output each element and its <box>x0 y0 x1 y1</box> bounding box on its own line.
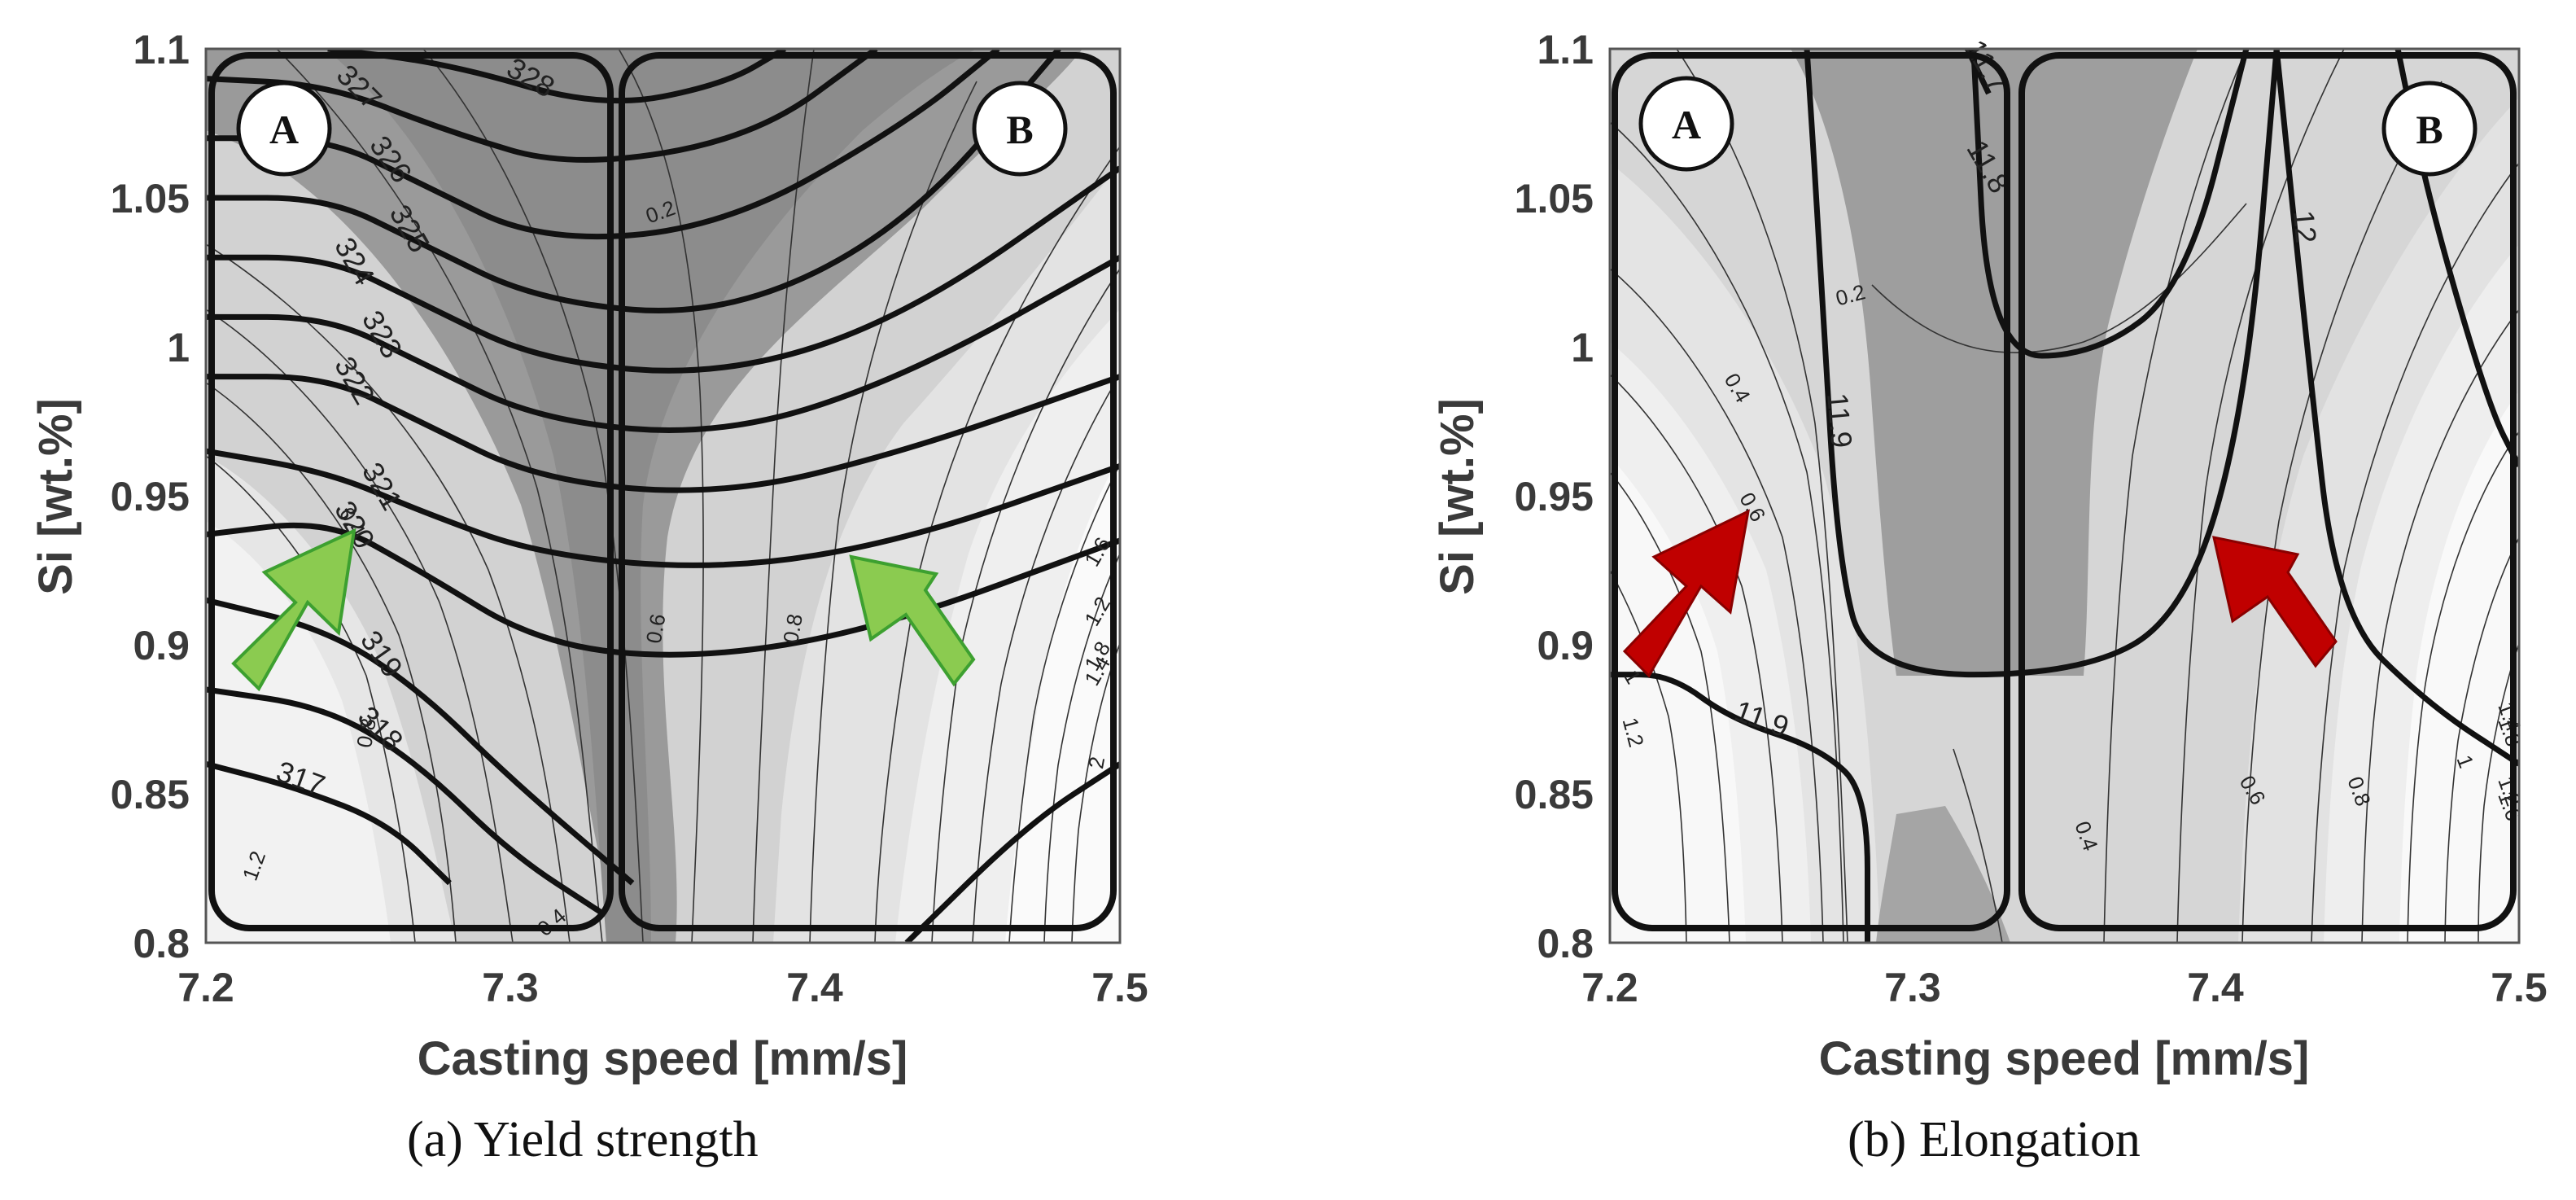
region-b-box <box>2018 52 2517 931</box>
region-a-box <box>208 52 614 931</box>
thick-contour-line <box>206 255 1120 433</box>
x-tick: 7.2 <box>1581 965 1638 1010</box>
x-tick: 7.3 <box>482 965 539 1010</box>
region-b-marker <box>972 81 1068 177</box>
x-tick: 7.4 <box>786 965 843 1010</box>
x-axis-label-a: Casting speed [mm/s] <box>418 1032 908 1085</box>
y-tick: 0.95 <box>1515 474 1594 519</box>
y-tick: 1.05 <box>111 176 190 221</box>
x-tick: 7.5 <box>1091 965 1148 1010</box>
thick-contours-a <box>206 49 1120 943</box>
thin-contour-label: 0.8 <box>352 716 381 750</box>
caption-b: (b) Elongation <box>1848 1112 2141 1167</box>
thin-contour-label: 0.6 <box>641 612 671 646</box>
thick-contour-line <box>1970 49 2250 359</box>
region-a-label: A <box>1672 102 1701 147</box>
y-tick: 1.1 <box>1537 27 1594 72</box>
region-a-marker <box>1638 76 1734 172</box>
thick-contour-line <box>1804 49 2280 678</box>
x-ticks-a: 7.2 7.3 7.4 7.5 <box>177 965 1148 1010</box>
region-b-label: B <box>1006 107 1033 152</box>
thick-contour-line <box>2394 49 2519 467</box>
region-a-label: A <box>269 107 299 152</box>
thick-contour-line <box>206 686 604 916</box>
y-tick: 0.95 <box>111 474 190 519</box>
thick-contour-line <box>206 49 878 163</box>
y-tick: 1.05 <box>1515 176 1594 221</box>
contour-label: 11.9 <box>1821 392 1859 449</box>
region-b-box <box>619 52 1117 931</box>
plot-frame-a <box>204 47 1122 944</box>
y-tick: 1.1 <box>133 27 190 72</box>
caption-a: (a) Yield strength <box>407 1112 759 1167</box>
y-tick: 0.9 <box>133 623 190 668</box>
y-tick: 0.8 <box>1537 921 1594 966</box>
contour-label: 12 <box>2287 209 2323 244</box>
thick-contour-line <box>206 448 1120 568</box>
x-tick: 7.4 <box>2187 965 2244 1010</box>
x-tick: 7.5 <box>2491 965 2548 1010</box>
arrow-b-icon <box>849 554 976 687</box>
x-tick: 7.2 <box>177 965 234 1010</box>
x-axis-label-b: Casting speed [mm/s] <box>1819 1032 2310 1085</box>
region-b-marker <box>2381 81 2478 177</box>
thick-contour-line <box>206 165 1120 374</box>
thick-contour-line <box>1610 672 1870 943</box>
y-axis-label-a: Si [wt.%] <box>29 398 82 595</box>
y-tick: 0.9 <box>1537 623 1594 668</box>
y-tick: 0.85 <box>1515 772 1594 817</box>
thick-contour-line <box>206 522 1120 658</box>
thick-contour-line <box>206 597 635 886</box>
arrow-b-icon <box>2212 536 2338 668</box>
region-a-box <box>1612 52 2010 931</box>
thick-contour-line <box>206 374 1120 493</box>
y-tick: 1 <box>167 325 190 370</box>
thick-contour-line <box>2273 49 2519 767</box>
x-ticks-b: 7.2 7.3 7.4 7.5 <box>1581 965 2548 1010</box>
y-axis-label-b: Si [wt.%] <box>1431 398 1484 595</box>
y-ticks-a: 1.1 1.05 1 0.95 0.9 0.85 0.8 <box>111 27 190 966</box>
region-b-label: B <box>2416 107 2443 152</box>
y-tick: 0.85 <box>111 772 190 817</box>
panel-elongation: 11.911.911.811.71212.10.20.40.60.411.20.… <box>1431 27 2548 1167</box>
thick-contour-line <box>206 49 1061 314</box>
region-a-marker <box>236 81 332 177</box>
thick-contours-b <box>1610 49 2519 943</box>
y-ticks-b: 1.1 1.05 1 0.95 0.9 0.85 0.8 <box>1515 27 1594 966</box>
arrow-a-icon <box>231 528 356 692</box>
thin-contour-label: 0.8 <box>778 612 807 646</box>
y-tick: 1 <box>1571 325 1594 370</box>
thick-contour-line <box>904 761 1120 943</box>
x-tick: 7.3 <box>1884 965 1941 1010</box>
thin-contour-label: 2 <box>1083 755 1109 770</box>
arrow-a-icon <box>1622 509 1750 678</box>
plot-frame-b <box>1608 47 2521 944</box>
thick-contour-line <box>206 761 452 886</box>
y-tick: 0.8 <box>133 921 190 966</box>
